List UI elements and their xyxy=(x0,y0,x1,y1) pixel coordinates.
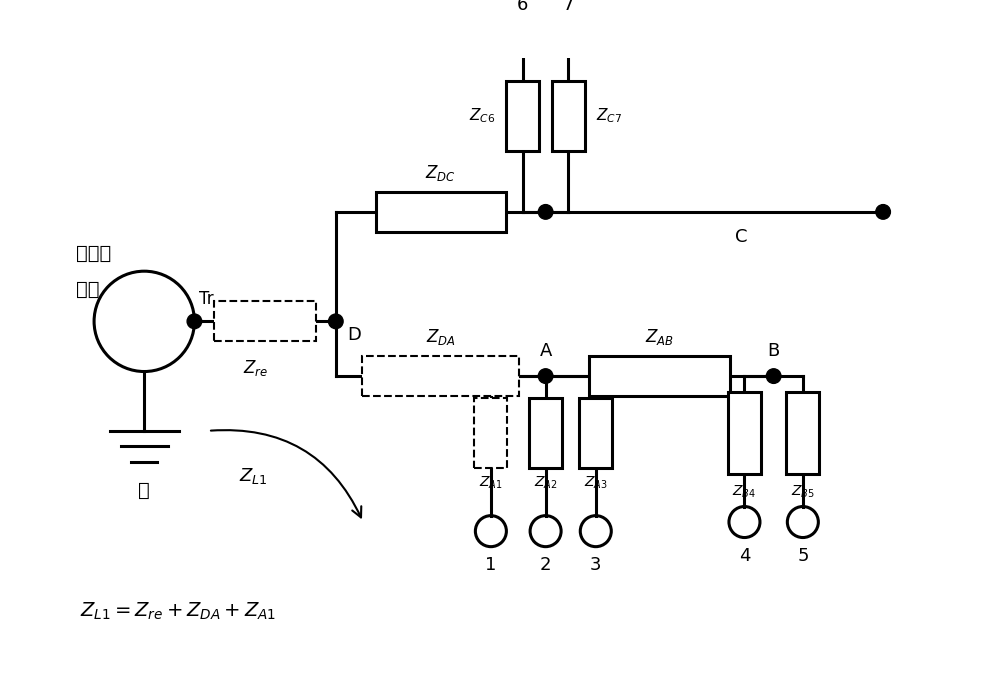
Circle shape xyxy=(329,314,343,329)
FancyArrowPatch shape xyxy=(211,430,361,517)
Text: A: A xyxy=(539,342,552,360)
Text: 压器: 压器 xyxy=(76,280,99,299)
Text: 地: 地 xyxy=(138,481,150,500)
Text: $Z_{L1}=Z_{re}+Z_{DA}+Z_{A1}$: $Z_{L1}=Z_{re}+Z_{DA}+Z_{A1}$ xyxy=(80,601,277,622)
FancyBboxPatch shape xyxy=(474,398,507,468)
Circle shape xyxy=(538,205,553,219)
FancyBboxPatch shape xyxy=(579,398,612,468)
Text: Tr: Tr xyxy=(199,289,214,307)
Circle shape xyxy=(538,369,553,383)
FancyBboxPatch shape xyxy=(214,301,316,342)
Text: 2: 2 xyxy=(540,556,551,574)
FancyBboxPatch shape xyxy=(506,81,539,151)
Text: $Z_{re}$: $Z_{re}$ xyxy=(243,358,269,378)
Text: 4: 4 xyxy=(739,546,750,565)
Text: 台区变: 台区变 xyxy=(76,243,111,263)
Text: $Z_{A1}$: $Z_{A1}$ xyxy=(479,475,503,491)
FancyBboxPatch shape xyxy=(362,356,519,396)
Text: $Z_{A2}$: $Z_{A2}$ xyxy=(534,475,557,491)
Text: $Z_{DC}$: $Z_{DC}$ xyxy=(425,163,456,183)
Text: $Z_{AB}$: $Z_{AB}$ xyxy=(645,327,674,347)
Text: $Z_{C7}$: $Z_{C7}$ xyxy=(596,107,622,125)
Text: 1: 1 xyxy=(485,556,497,574)
Circle shape xyxy=(876,205,890,219)
FancyBboxPatch shape xyxy=(786,392,819,474)
Text: 5: 5 xyxy=(797,546,809,565)
Text: $Z_{DA}$: $Z_{DA}$ xyxy=(426,327,456,347)
Text: 3: 3 xyxy=(590,556,602,574)
FancyBboxPatch shape xyxy=(529,398,562,468)
FancyBboxPatch shape xyxy=(589,356,730,396)
Text: $Z_{B5}$: $Z_{B5}$ xyxy=(791,483,815,500)
Text: B: B xyxy=(768,342,780,360)
Text: $Z_{A3}$: $Z_{A3}$ xyxy=(584,475,608,491)
Text: 7: 7 xyxy=(563,0,574,14)
FancyBboxPatch shape xyxy=(376,192,506,232)
Text: C: C xyxy=(735,228,748,246)
Text: $Z_{L1}$: $Z_{L1}$ xyxy=(239,466,268,486)
Text: D: D xyxy=(347,326,361,344)
FancyBboxPatch shape xyxy=(552,81,585,151)
Circle shape xyxy=(766,369,781,383)
Text: 6: 6 xyxy=(517,0,528,14)
Text: $Z_{B4}$: $Z_{B4}$ xyxy=(732,483,756,500)
Circle shape xyxy=(187,314,202,329)
FancyBboxPatch shape xyxy=(728,392,761,474)
Text: $Z_{C6}$: $Z_{C6}$ xyxy=(469,107,495,125)
